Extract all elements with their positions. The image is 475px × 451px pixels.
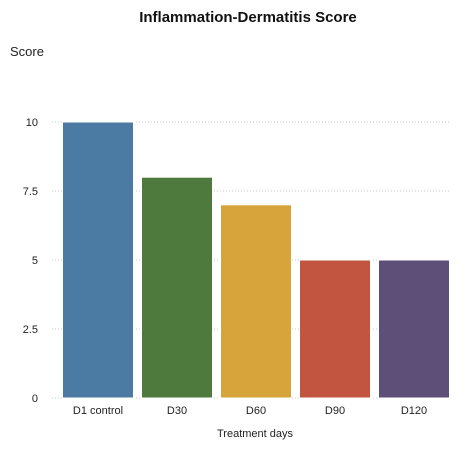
y-tick-label: 5: [32, 255, 38, 267]
bars: [62, 121, 450, 399]
x-tick-label: D60: [246, 405, 266, 417]
bar-d60: [220, 204, 292, 399]
x-axis-label: Treatment days: [217, 428, 294, 440]
y-tick-label: 7.5: [23, 186, 38, 198]
chart-title: Inflammation-Dermatitis Score: [139, 9, 357, 26]
bar-d90: [299, 259, 371, 399]
y-axis-label: Score: [10, 44, 44, 59]
bar-d1-control: [62, 121, 134, 399]
y-tick-label: 2.5: [23, 324, 38, 336]
y-axis-ticks: 0 2.5 5 7.5 10: [23, 117, 38, 405]
x-axis-ticks: D1 control D30 D60 D90 D120: [73, 405, 427, 417]
bar-d120: [378, 259, 450, 399]
x-tick-label: D120: [401, 405, 427, 417]
x-tick-label: D90: [325, 405, 345, 417]
y-tick-label: 10: [26, 117, 38, 129]
x-tick-label: D30: [167, 405, 187, 417]
x-tick-label: D1 control: [73, 405, 123, 417]
y-tick-label: 0: [32, 393, 38, 405]
bar-d30: [141, 176, 213, 399]
